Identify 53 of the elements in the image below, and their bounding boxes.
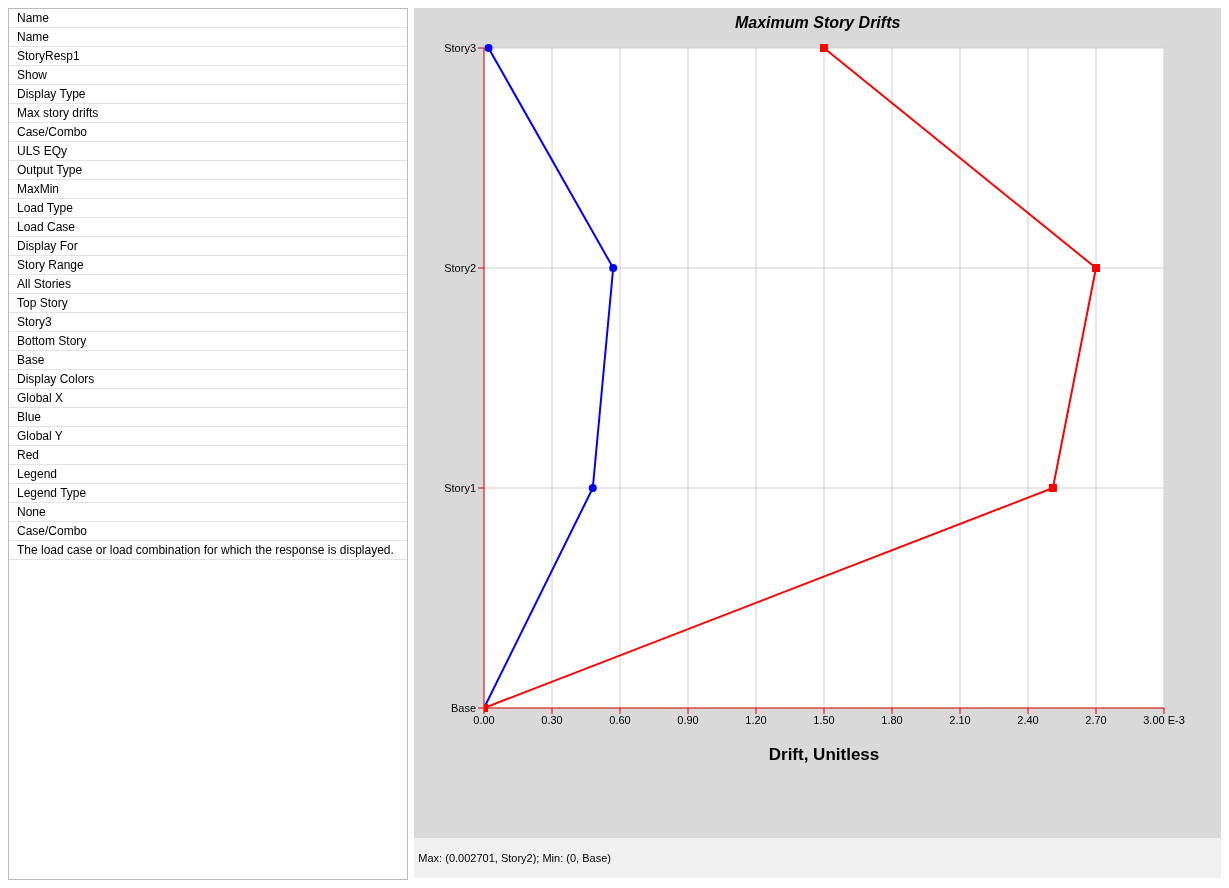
text: Top Story xyxy=(9,294,408,313)
x-tick-label: 1.80 xyxy=(881,713,904,726)
chart-title: Maximum Story Drifts xyxy=(734,13,902,33)
text: Case/Combo xyxy=(9,123,408,142)
x-tick-label: 2.70 xyxy=(1085,713,1108,726)
x-tick-label: 2.10 xyxy=(949,713,972,726)
text: Max story drifts xyxy=(9,104,408,123)
text: ULS EQy xyxy=(9,142,408,161)
text: The load case or load combination for which the response is displayed. xyxy=(9,541,408,560)
text: Global X xyxy=(9,389,408,408)
text: Base xyxy=(9,351,408,370)
text: Show xyxy=(9,66,408,85)
point xyxy=(1092,264,1101,272)
x-axis-title: Drift, Unitless xyxy=(769,745,880,764)
text: Load Type xyxy=(9,199,408,218)
text: Display Type xyxy=(9,85,408,104)
point xyxy=(820,44,829,52)
text: All Stories xyxy=(9,275,408,294)
x-tick-label: 3.00 E-3 xyxy=(1143,713,1186,726)
text: Story Range xyxy=(9,256,408,275)
text: Bottom Story xyxy=(9,332,408,351)
x-tick-label: 1.20 xyxy=(745,713,768,726)
text: Story3 xyxy=(9,313,408,332)
y-tick-label: Story1 xyxy=(444,481,477,494)
text: Red xyxy=(9,446,408,465)
x-tick-label: 0.00 xyxy=(473,713,496,726)
text: StoryResp1 xyxy=(9,47,408,66)
text: Blue xyxy=(9,408,408,427)
point xyxy=(484,44,493,52)
text: Case/Combo xyxy=(9,522,408,541)
y-tick-label: Base xyxy=(451,701,477,714)
text: Name xyxy=(9,9,408,28)
x-tick-label: 0.60 xyxy=(609,713,632,726)
text: Output Type xyxy=(9,161,408,180)
text: Global Y xyxy=(9,427,408,446)
point xyxy=(1049,484,1058,492)
x-tick-label: 1.50 xyxy=(813,713,836,726)
y-tick-label: Story3 xyxy=(444,41,477,54)
x-tick-label: 0.30 xyxy=(541,713,564,726)
text: None xyxy=(9,503,408,522)
x-tick-label: 0.90 xyxy=(677,713,700,726)
text: Legend xyxy=(9,465,408,484)
text: Legend Type xyxy=(9,484,408,503)
text: Max: (0.002701, Story2); Min: (0, Base) xyxy=(418,852,611,864)
text: MaxMin xyxy=(9,180,408,199)
point xyxy=(589,484,598,492)
x-tick-label: 2.40 xyxy=(1017,713,1040,726)
text: Display For xyxy=(9,237,408,256)
point xyxy=(609,264,618,272)
text: Display Colors xyxy=(9,370,408,389)
text: Load Case xyxy=(9,218,408,237)
text: Name xyxy=(9,28,408,47)
y-tick-label: Story2 xyxy=(444,261,477,274)
